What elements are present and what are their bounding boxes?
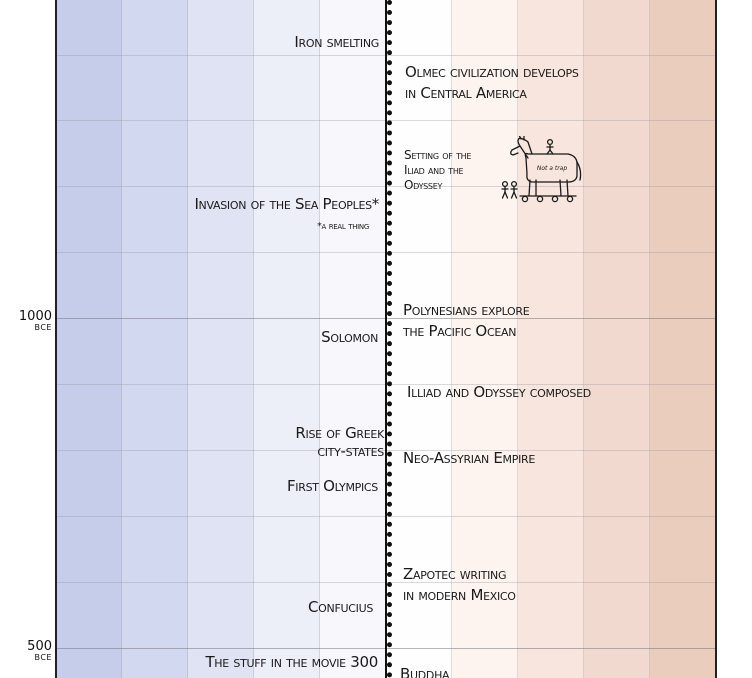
event-sea-peoples-footnote: *a real thing [317, 221, 369, 232]
horse-wheel [521, 195, 529, 203]
event-movie-300: The stuff in the movie 300 [205, 653, 378, 671]
event-sea-peoples: Invasion of the Sea Peoples* [194, 195, 379, 213]
horse-body [524, 152, 578, 183]
horse-wheel [536, 195, 544, 203]
y-tick-value: 1000 [18, 309, 52, 324]
event-polynesians: Polynesians explore the Pacific Ocean [403, 301, 530, 340]
event-buddha: Buddha [400, 665, 450, 678]
event-first-olympics: First Olympics [286, 477, 378, 495]
temperature-band [122, 0, 188, 678]
event-zapotec: Zapotec writing in modern Mexico [403, 565, 516, 604]
center-axis-line [385, 0, 387, 678]
y-tick-unit: BCE [34, 653, 52, 662]
y-tick-500: 500 BCE [0, 640, 52, 663]
temperature-band [56, 0, 122, 678]
temperature-band [584, 0, 650, 678]
event-greek-city-states: Rise of Greek city-states [295, 424, 384, 460]
y-tick-value: 500 [27, 639, 52, 654]
horse-sign: Not a trap [537, 165, 567, 172]
temperature-band [254, 0, 320, 678]
event-confucius: Confucius [308, 598, 373, 616]
left-frame-line [55, 0, 57, 678]
temperature-band [650, 0, 716, 678]
dotted-timeline [387, 0, 392, 678]
temperature-band [518, 0, 584, 678]
horse-wheel [566, 195, 574, 203]
y-tick-unit: BCE [34, 323, 52, 332]
trojan-horse-icon: Not a trap [501, 136, 582, 203]
event-iliad-composed: Illiad and Odyssey composed [407, 383, 591, 401]
event-olmec: Olmec civilization develops in Central A… [405, 63, 579, 102]
horse-wheel [551, 195, 559, 203]
temperature-band [386, 0, 452, 678]
temperature-band [452, 0, 518, 678]
y-tick-1000: 1000 BCE [0, 310, 52, 333]
event-neo-assyrian: Neo-Assyrian Empire [403, 449, 536, 467]
event-iliad-setting: Setting of the Iliad and the Odyssey [404, 148, 472, 192]
event-iron-smelting: Iron smelting [294, 33, 379, 51]
event-solomon: Solomon [321, 328, 378, 346]
temperature-band [188, 0, 254, 678]
right-frame-line [715, 0, 717, 678]
temperature-bands [56, 0, 716, 678]
